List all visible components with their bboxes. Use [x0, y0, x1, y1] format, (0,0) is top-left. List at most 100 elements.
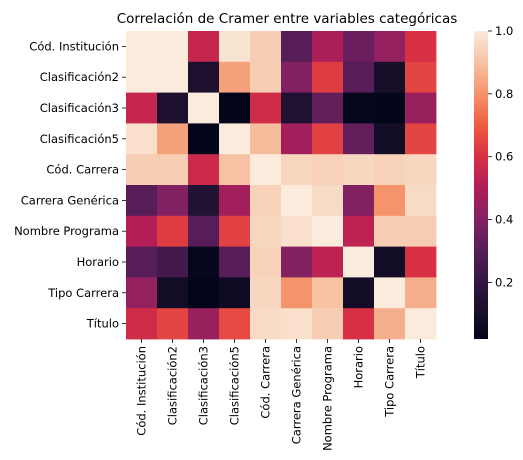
x-tick-label: Clasificación5: [228, 346, 242, 425]
heatmap-cell: [312, 31, 344, 63]
heatmap-cell: [343, 154, 375, 186]
heatmap-cell: [312, 154, 344, 186]
colorbar-tick-label: 0.2: [495, 275, 513, 289]
colorbar-ticks: 0.2 0.4 0.6 0.8 1.0: [488, 24, 513, 289]
heatmap-cell: [281, 185, 313, 217]
heatmap-cell: [250, 246, 282, 278]
heatmap-cell: [126, 308, 158, 340]
y-tick-label: Cód. Carrera: [46, 163, 119, 177]
heatmap-cell: [405, 123, 437, 155]
heatmap-cells: [126, 31, 437, 340]
y-tick-label: Nombre Programa: [14, 224, 119, 238]
x-tick-label: Tipo Carrera: [383, 346, 397, 418]
heatmap-cell: [219, 154, 251, 186]
heatmap-cell: [157, 154, 189, 186]
heatmap-cell: [250, 123, 282, 155]
heatmap-cell: [188, 31, 220, 63]
heatmap-cell: [343, 246, 375, 278]
x-tick-label: Carrera Genérica: [290, 346, 304, 444]
heatmap-cell: [312, 123, 344, 155]
heatmap-cell: [281, 61, 313, 93]
colorbar: [474, 31, 488, 339]
heatmap-cell: [250, 215, 282, 247]
heatmap-cell: [405, 246, 437, 278]
y-tick-label: Horario: [77, 255, 119, 269]
colorbar-tick-label: 0.6: [495, 150, 513, 164]
heatmap-cell: [219, 185, 251, 217]
y-tick-label: Cód. Institución: [29, 39, 119, 53]
heatmap-cell: [281, 31, 313, 63]
heatmap-cell: [281, 92, 313, 124]
heatmap-cell: [219, 308, 251, 340]
heatmap-cell: [219, 277, 251, 309]
x-tick-label: Nombre Programa: [321, 346, 335, 451]
chart-title: Correlación de Cramer entre variables ca…: [117, 11, 458, 27]
y-tick-label: Tipo Carrera: [47, 286, 119, 300]
heatmap-cell: [188, 277, 220, 309]
y-tick-label: Clasificación2: [40, 70, 119, 84]
x-tick-labels: Cód. Institución Clasificación2 Clasificac…: [135, 339, 428, 451]
heatmap-cell: [405, 277, 437, 309]
heatmap-cell: [219, 123, 251, 155]
heatmap-cell: [219, 215, 251, 247]
heatmap-cell: [219, 92, 251, 124]
heatmap-cell: [157, 31, 189, 63]
heatmap-cell: [157, 61, 189, 93]
heatmap-cell: [157, 308, 189, 340]
heatmap-cell: [126, 154, 158, 186]
heatmap-cell: [250, 308, 282, 340]
heatmap-cell: [343, 61, 375, 93]
heatmap-cell: [188, 215, 220, 247]
heatmap-cell: [405, 92, 437, 124]
heatmap-cell: [343, 308, 375, 340]
heatmap-cell: [188, 185, 220, 217]
heatmap-cell: [281, 277, 313, 309]
x-tick-label: Clasificación3: [197, 346, 211, 425]
heatmap-cell: [405, 215, 437, 247]
heatmap-cell: [157, 123, 189, 155]
heatmap-cell: [157, 92, 189, 124]
heatmap-cell: [188, 92, 220, 124]
heatmap-cell: [250, 185, 282, 217]
heatmap-cell: [374, 92, 406, 124]
heatmap-cell: [374, 61, 406, 93]
heatmap-cell: [343, 215, 375, 247]
heatmap-cell: [250, 61, 282, 93]
heatmap-cell: [250, 92, 282, 124]
heatmap-cell: [126, 123, 158, 155]
heatmap-cell: [374, 277, 406, 309]
heatmap-cell: [405, 308, 437, 340]
heatmap-cell: [343, 31, 375, 63]
heatmap-cell: [343, 123, 375, 155]
heatmap-cell: [312, 61, 344, 93]
heatmap-cell: [157, 277, 189, 309]
heatmap-cell: [219, 31, 251, 63]
heatmap-cell: [219, 61, 251, 93]
heatmap-cell: [374, 154, 406, 186]
heatmap-cell: [126, 215, 158, 247]
heatmap-cell: [188, 61, 220, 93]
heatmap-cell: [250, 154, 282, 186]
y-tick-labels: Cód. Institución Clasificación2 Clasificac…: [14, 39, 126, 331]
heatmap-cell: [281, 246, 313, 278]
heatmap-cell: [374, 246, 406, 278]
heatmap-cell: [405, 185, 437, 217]
colorbar-tick-label: 1.0: [495, 24, 513, 38]
heatmap-cell: [126, 185, 158, 217]
heatmap-cell: [157, 246, 189, 278]
heatmap-cell: [374, 215, 406, 247]
y-tick-label: Clasificación3: [40, 101, 119, 115]
x-tick-label: Cód. Carrera: [259, 346, 273, 419]
heatmap-cell: [281, 123, 313, 155]
heatmap-cell: [312, 308, 344, 340]
heatmap-cell: [343, 92, 375, 124]
heatmap-cell: [281, 308, 313, 340]
heatmap-cell: [126, 277, 158, 309]
colorbar-tick-label: 0.8: [495, 87, 513, 101]
heatmap-cell: [405, 61, 437, 93]
x-tick-label: Horario: [352, 346, 366, 388]
heatmap-cell: [126, 92, 158, 124]
heatmap-cell: [219, 246, 251, 278]
x-tick-label: Título: [414, 346, 428, 379]
